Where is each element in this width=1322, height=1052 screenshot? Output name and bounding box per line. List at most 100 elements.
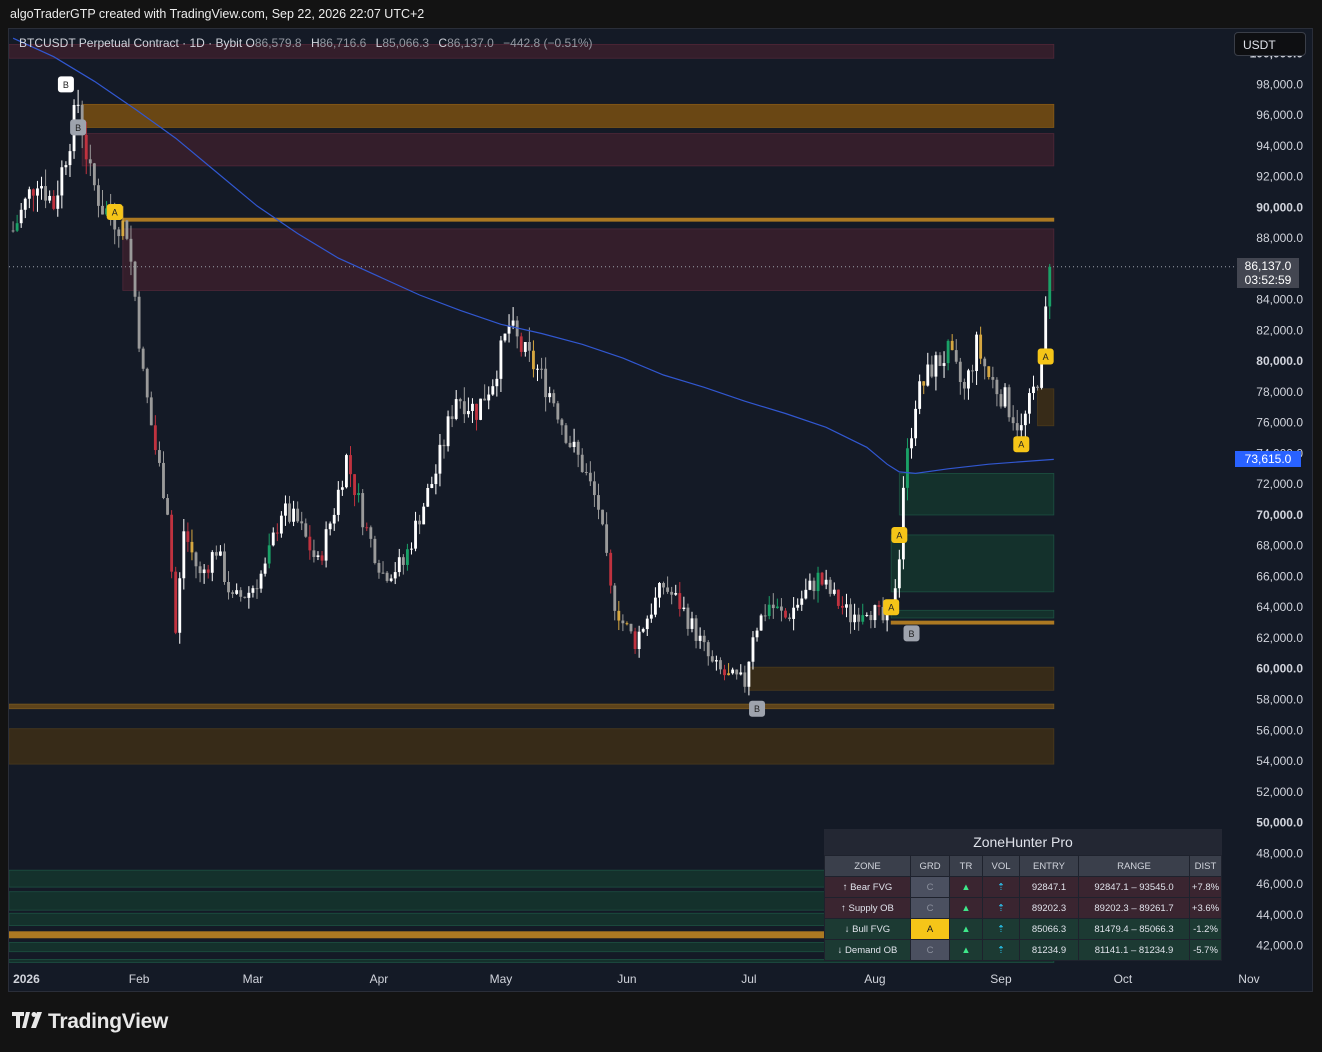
y-tick-label: 60,000.0 [1256,662,1303,676]
y-tick-label: 98,000.0 [1256,77,1303,91]
y-tick-label: 80,000.0 [1256,354,1303,368]
candle-body [345,455,348,488]
candle-body [170,514,174,572]
y-tick-label: 76,000.0 [1256,416,1303,430]
candle-body [601,509,604,525]
candle-body [328,523,332,530]
candle-body [930,364,934,377]
candle-body [271,532,275,546]
candle-body [405,549,409,565]
candle-body [918,381,922,409]
low-value: 85,066.3 [382,36,430,50]
candle-body [97,185,100,206]
candle-body [442,444,446,447]
col-tr: TR [949,855,983,877]
candle-body [414,520,417,549]
candle-body [845,604,848,608]
signal-marker-label: A [1043,352,1049,362]
candle-body [1019,425,1023,431]
candle-body [1007,387,1011,418]
open-value: 86,579.8 [254,36,302,50]
candle-body [56,195,60,209]
candle-body [995,379,999,395]
signal-marker-box [106,204,123,221]
candle-body [458,399,462,402]
x-tick-label: Apr [370,972,389,986]
change-value: −442.8 (−0.51%) [503,36,593,50]
candle-body [706,642,710,657]
candle-body [751,637,755,662]
candle-body [194,552,198,567]
candle-body [958,361,962,382]
cell-dist: -1.2% [1189,918,1222,940]
candle-body [60,167,64,196]
candle-body [1044,306,1048,351]
candle-body [227,581,230,593]
candle-body [340,487,344,490]
candle-body [68,151,72,166]
candle-body [942,363,946,366]
candle-body [462,401,466,415]
candle-body [84,135,88,160]
y-tick-label: 62,000.0 [1256,631,1303,645]
signal-marker: A [883,599,900,616]
candle-body [662,583,665,588]
candle-body [19,209,23,224]
symbol-legend[interactable]: BTCUSDT Perpetual Contract · 1D · Bybit … [19,36,599,50]
y-tick-label: 66,000.0 [1256,569,1303,583]
signal-marker-box [70,119,87,136]
table-header-row: ZONE GRD TR VOL ENTRY RANGE DIST [824,855,1222,877]
cell-entry: 89202.3 [1019,897,1079,919]
candle-body [780,606,783,611]
zone-box [122,217,1055,222]
open-label: O [245,36,255,50]
candle-body [357,493,361,496]
candle-body [1011,417,1015,424]
candle-body [495,378,499,387]
candle-body [430,484,434,488]
cell-grade: C [910,876,950,898]
candle-body [369,527,373,539]
signal-marker: A [106,204,123,221]
candle-body [605,524,609,553]
candle-body [755,630,759,638]
axes-layer: 100,000.098,000.096,000.094,000.092,000.… [13,47,1303,986]
candle-body [324,529,328,561]
candle-body [983,358,987,367]
cell-range: 81479.4 – 85066.3 [1078,918,1190,940]
signal-marker-label: A [112,208,118,218]
symbol-info[interactable]: BTCUSDT Perpetual Contract · 1D · Bybit [19,36,243,50]
cell-grade: C [910,897,950,919]
zone-box [81,103,1055,128]
y-tick-label: 94,000.0 [1256,139,1303,153]
tradingview-logo-text: TradingView [48,1010,169,1033]
candle-body [52,195,56,209]
candle-body [796,604,800,608]
candle-body [812,580,816,592]
col-zone: ZONE [824,855,911,877]
candle-body [934,355,938,377]
candle-body [389,578,393,581]
y-tick-label: 42,000.0 [1256,939,1303,953]
zone-box [890,609,1055,619]
candle-body [361,493,365,528]
zone-box [9,942,847,953]
candle-body [479,398,483,420]
candle-body [828,579,832,594]
candle-body [1003,387,1007,407]
candle-body [804,589,808,599]
candle-body [820,572,824,585]
zones-layer [9,43,1235,963]
candle-body [312,550,316,558]
candle-body [503,333,507,341]
candle-body [881,606,885,621]
currency-button[interactable]: USDT [1234,32,1306,56]
tradingview-logo[interactable]: TradingView [12,1010,168,1034]
table-row: ↓ Demand OB C ▲ ⇡ 81234.9 81141.1 – 8123… [824,939,1222,961]
candles-layer [11,89,1052,696]
y-tick-label: 90,000.0 [1256,200,1303,214]
cell-entry: 81234.9 [1019,939,1079,961]
candle-body [763,615,767,617]
